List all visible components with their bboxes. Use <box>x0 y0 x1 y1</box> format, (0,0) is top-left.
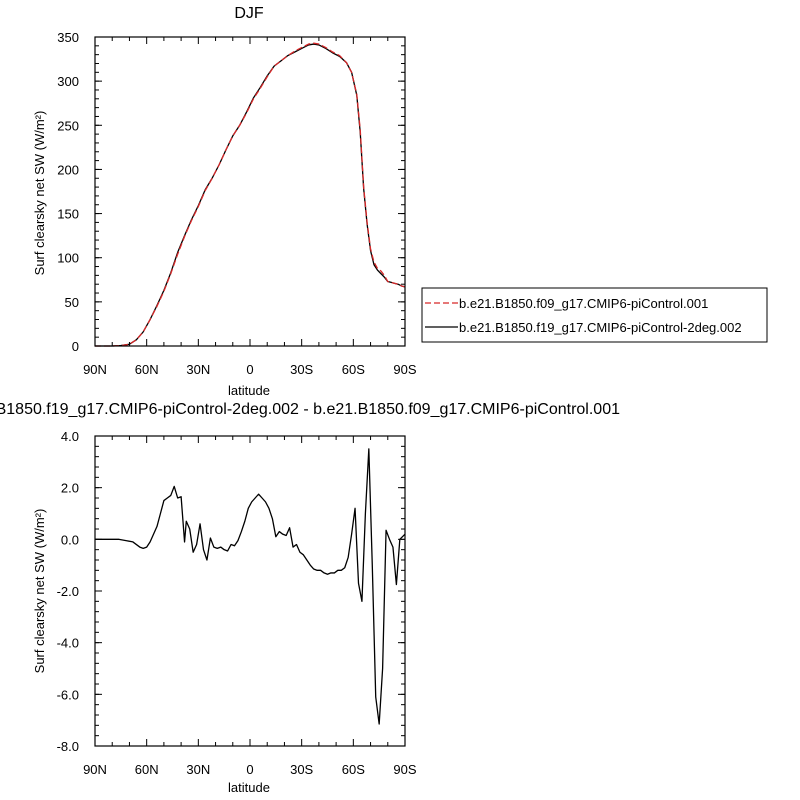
bottom-chart-axes: 90N 60N 30N 0 30S 60S 90S 4.0 2.0 0.0 -2.0 -4.0 -6.0… <box>57 429 417 777</box>
top-chart-y-tick-label: 350 <box>57 30 79 45</box>
top-chart-series-line-f09 <box>95 42 406 347</box>
top-chart-x-tick-label: 60N <box>135 362 159 377</box>
top-chart-y-tick-label: 0 <box>72 339 79 354</box>
bottom-chart-y-tick-label: -4.0 <box>57 636 79 651</box>
top-chart-y-tick-label: 200 <box>57 162 79 177</box>
top-chart-x-axis-label: latitude <box>228 383 270 398</box>
bottom-chart-plot-frame <box>94 435 406 747</box>
top-chart-x-tick-label: 30N <box>186 362 210 377</box>
bottom-chart-x-tick-label: 60S <box>342 762 365 777</box>
bottom-chart-y-tick-label: 4.0 <box>61 429 79 444</box>
legend-label-f19: b.e21.B1850.f19_g17.CMIP6-piControl-2deg… <box>459 320 742 335</box>
bottom-chart-y-tick-label: -2.0 <box>57 584 79 599</box>
bottom-chart-y-tick-label: -8.0 <box>57 739 79 754</box>
bottom-chart-x-tick-label: 90S <box>393 762 416 777</box>
top-chart-series <box>95 42 406 347</box>
top-chart-y-axis-label: Surf clearsky net SW (W/m²) <box>32 111 47 276</box>
bottom-chart-x-tick-label: 30N <box>186 762 210 777</box>
top-chart-x-tick-label: 90N <box>83 362 107 377</box>
top-chart-plot-frame <box>94 36 406 347</box>
top-chart-y-tick-label: 150 <box>57 207 79 222</box>
top-chart-legend: b.e21.B1850.f09_g17.CMIP6-piControl.001 … <box>421 287 768 343</box>
bottom-chart-y-tick-label: -6.0 <box>57 687 79 702</box>
bottom-chart-x-tick-label: 0 <box>246 762 253 777</box>
bottom-chart-y-tick-label: 0.0 <box>61 532 79 547</box>
top-chart-series-line-f19 <box>95 43 406 347</box>
top-chart-x-tick-label: 30S <box>290 362 313 377</box>
bottom-chart-x-tick-label: 30S <box>290 762 313 777</box>
bottom-chart-series <box>95 448 406 725</box>
top-chart-x-tick-label: 90S <box>393 362 416 377</box>
top-chart-y-tick-label: 250 <box>57 118 79 133</box>
legend-box <box>421 287 768 343</box>
top-chart-y-tick-label: 100 <box>57 251 79 266</box>
bottom-chart-x-tick-label: 60N <box>135 762 159 777</box>
top-chart-x-tick-label: 60S <box>342 362 365 377</box>
top-chart-y-tick-label: 300 <box>57 74 79 89</box>
bottom-chart-panel: b.e21.B1850.f19_g17.CMIP6-piControl-2deg… <box>0 401 620 795</box>
top-chart-panel: DJF Surf clearsky net SW (W/m²) latitude… <box>32 5 417 398</box>
top-chart-axes: 90N 60N 30N 0 30S 60S 90S 0 50 100 150 200 250 300 350 <box>57 30 417 377</box>
bottom-chart-series-line-f19 <box>95 448 406 725</box>
top-chart-x-tick-label: 0 <box>246 362 253 377</box>
top-chart-y-tick-label: 50 <box>65 295 79 310</box>
top-chart-title: DJF <box>234 5 264 22</box>
bottom-chart-title: b.e21.B1850.f19_g17.CMIP6-piControl-2deg… <box>0 401 620 418</box>
bottom-chart-x-tick-label: 90N <box>83 762 107 777</box>
bottom-chart-y-tick-label: 2.0 <box>61 481 79 496</box>
legend-label-f09: b.e21.B1850.f09_g17.CMIP6-piControl.001 <box>459 296 708 311</box>
bottom-chart-y-axis-label: Surf clearsky net SW (W/m²) <box>32 509 47 674</box>
bottom-chart-x-axis-label: latitude <box>228 780 270 795</box>
